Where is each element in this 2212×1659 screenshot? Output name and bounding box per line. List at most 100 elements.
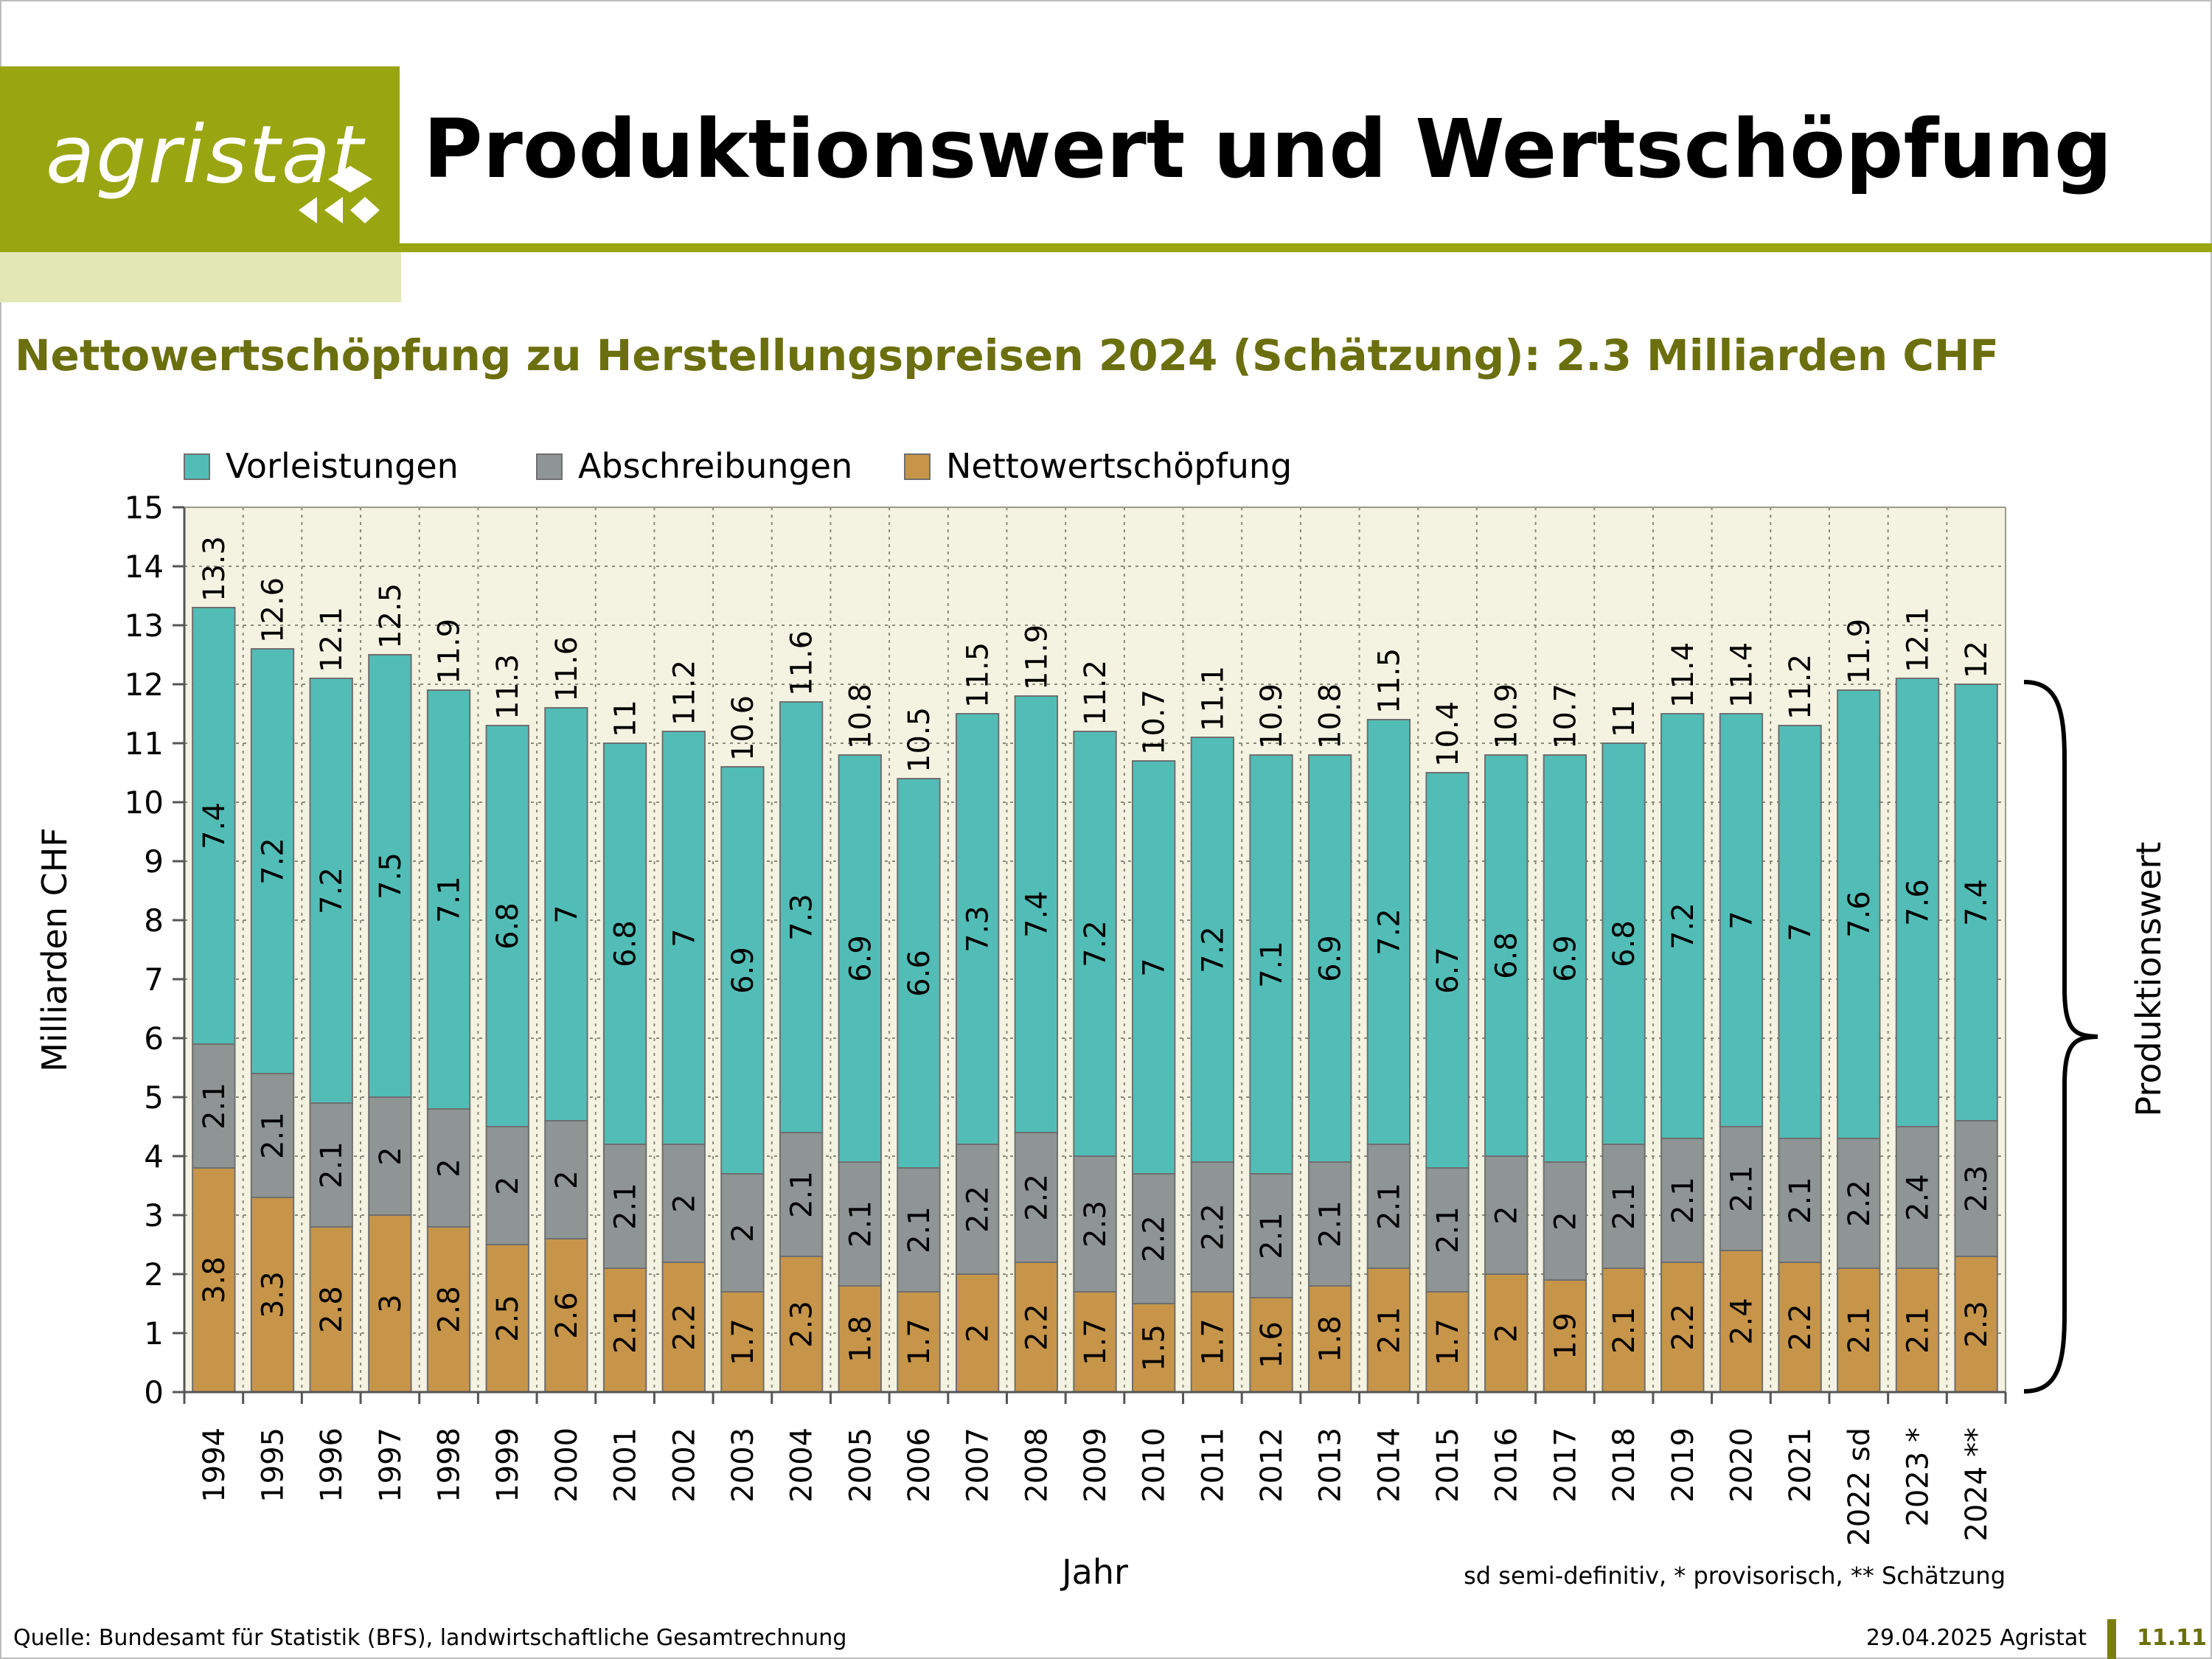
total-label: 11.5 — [961, 642, 995, 708]
data-label: 2.1 — [1607, 1307, 1641, 1354]
x-tick-label: 2003 — [726, 1427, 760, 1503]
data-label: 2.2 — [1020, 1304, 1054, 1351]
data-label: 2.1 — [1372, 1183, 1406, 1230]
chart-subtitle: Nettowertschöpfung zu Herstellungspreise… — [15, 330, 2000, 380]
x-tick-label: 1995 — [257, 1427, 291, 1503]
logo-diamond-icon — [299, 166, 380, 223]
data-label: 2.1 — [315, 1141, 349, 1189]
total-label: 11.2 — [667, 660, 701, 726]
data-label: 1.6 — [1255, 1321, 1289, 1368]
legend-swatch — [536, 453, 563, 480]
total-label: 12.5 — [374, 583, 408, 649]
bar-segment — [309, 678, 353, 1104]
bar-segment — [544, 707, 588, 1121]
data-label: 2.1 — [1666, 1177, 1700, 1224]
data-label: 2.2 — [667, 1304, 701, 1351]
x-tick-label: 2017 — [1548, 1427, 1582, 1503]
bar-segment — [1190, 1291, 1235, 1393]
data-label: 7 — [667, 928, 701, 947]
bars: 3.8 2.1 7.4 13.3 3.3 2.1 7.2 12.6 2.8 2.1 7.2 12.1 3… — [192, 536, 1998, 1393]
footer-source: Quelle: Bundesamt für Statistik (BFS), l… — [13, 1625, 847, 1651]
data-label: 7.3 — [785, 894, 819, 941]
bar-segment — [250, 648, 295, 1074]
bar-segment — [250, 1073, 295, 1198]
bar-segment — [897, 778, 941, 1169]
y-tick-label: 4 — [144, 1138, 164, 1175]
x-tick-label: 2013 — [1314, 1427, 1348, 1503]
total-label: 11.9 — [1843, 619, 1877, 684]
total-label: 11.6 — [785, 630, 819, 696]
x-tick-label: 2020 — [1725, 1427, 1759, 1503]
bar-segment — [1895, 1267, 1940, 1393]
bar-segment — [661, 1144, 706, 1263]
y-axis-label: Milliarden CHF — [35, 827, 74, 1072]
data-label: 2.1 — [1372, 1307, 1406, 1354]
x-tick-label: 2018 — [1607, 1427, 1641, 1503]
bar-segment — [1484, 1155, 1528, 1275]
data-label: 1.8 — [844, 1315, 877, 1363]
total-label: 11.2 — [1784, 654, 1818, 720]
x-tick-label: 2015 — [1431, 1427, 1465, 1503]
x-tick-label: 2004 — [785, 1427, 819, 1503]
data-label: 2 — [726, 1223, 760, 1242]
bar-segment — [1425, 772, 1470, 1169]
y-tick-label: 3 — [144, 1197, 164, 1234]
y-tick-label: 9 — [144, 844, 164, 880]
bar-segment — [426, 1108, 471, 1228]
bar-segment — [485, 1244, 529, 1393]
data-label: 2.4 — [1901, 1174, 1935, 1221]
bar-segment — [1601, 1144, 1646, 1269]
bar-segment — [1660, 713, 1705, 1139]
data-label: 2.1 — [609, 1307, 643, 1354]
data-label: 7 — [1725, 911, 1759, 929]
data-label: 6.8 — [609, 920, 643, 967]
bar-segment — [192, 1167, 236, 1393]
total-label: 13.3 — [198, 536, 232, 602]
data-label: 1.5 — [1138, 1324, 1172, 1371]
data-label: 2 — [550, 1170, 584, 1189]
total-label: 11.1 — [1196, 666, 1230, 731]
total-label: 10.4 — [1431, 701, 1465, 767]
data-label: 2.3 — [1960, 1301, 1994, 1348]
bar-segment — [1778, 725, 1822, 1139]
data-label: 2.1 — [1843, 1307, 1877, 1354]
bar-segment — [1014, 1262, 1059, 1393]
y-tick-label: 10 — [125, 785, 164, 821]
data-label: 2.3 — [1960, 1165, 1994, 1212]
data-label: 2.6 — [550, 1292, 584, 1339]
data-label: 2.8 — [433, 1286, 467, 1333]
x-axis-label: Jahr — [1060, 1552, 1128, 1592]
data-label: 7.4 — [1960, 879, 1994, 926]
total-label: 11 — [1607, 700, 1641, 737]
data-label: 1.7 — [1079, 1318, 1113, 1366]
data-label: 6.6 — [902, 950, 936, 997]
bar-segment — [1719, 713, 1764, 1127]
x-tick-label: 1994 — [198, 1427, 232, 1503]
data-label: 6.8 — [1607, 920, 1641, 967]
total-label: 12.1 — [315, 607, 349, 672]
page-number: 11.11 — [2137, 1625, 2207, 1651]
x-tick-label: 2007 — [961, 1427, 995, 1503]
total-label: 10.9 — [1490, 684, 1524, 749]
data-label: 7.1 — [1255, 941, 1289, 988]
data-label: 6.9 — [726, 947, 760, 994]
data-label: 2.1 — [257, 1112, 291, 1159]
x-tick-label: 2019 — [1666, 1427, 1700, 1503]
produktionswert-brace — [2023, 680, 2098, 1394]
data-label: 7.2 — [1196, 926, 1230, 973]
data-label: 2.1 — [198, 1082, 232, 1130]
data-label: 2.1 — [1314, 1200, 1348, 1248]
bar-segment — [1954, 684, 1998, 1121]
legend-swatch — [904, 453, 931, 480]
bar-segment — [1601, 1267, 1646, 1393]
data-label: 2 — [433, 1158, 467, 1177]
y-tick-label: 15 — [125, 490, 164, 526]
logo-block — [0, 66, 400, 252]
data-label: 2.3 — [785, 1301, 819, 1348]
data-label: 2.3 — [1079, 1200, 1113, 1248]
data-label: 1.8 — [1314, 1315, 1348, 1363]
data-label: 7.2 — [1372, 908, 1406, 956]
data-label: 2 — [961, 1324, 995, 1342]
bar-segment — [250, 1197, 295, 1393]
